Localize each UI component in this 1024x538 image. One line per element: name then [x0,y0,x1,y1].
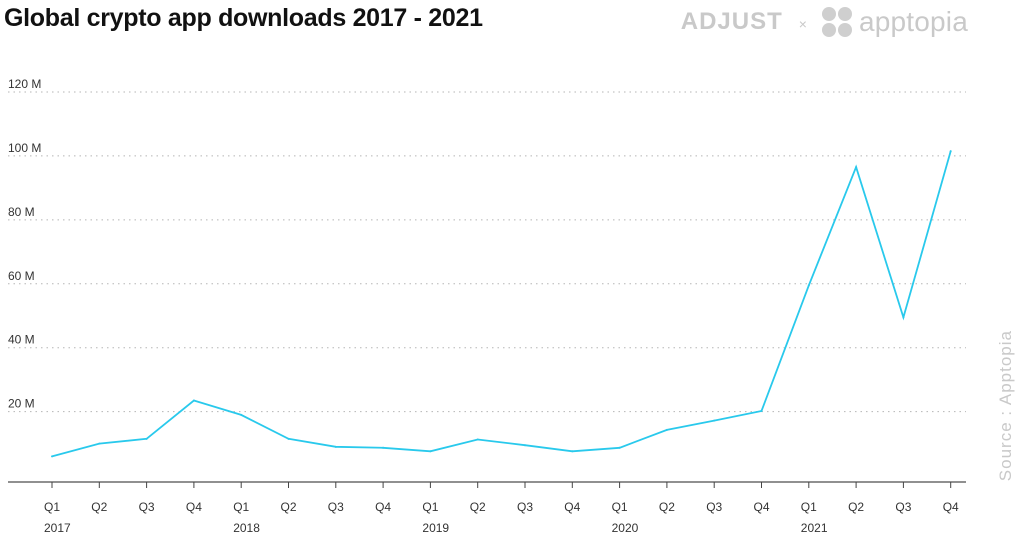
x-tick-label: Q3 [328,500,344,514]
x-tick-label: Q1 [233,500,249,514]
y-tick-label: 40 M [8,333,35,347]
x-tick-label: Q2 [659,500,675,514]
y-tick-label: 100 M [8,141,41,155]
x-tick-label: Q4 [943,500,959,514]
data-point [240,413,243,416]
adjust-logo: ADJUST [680,8,783,35]
x-axis: Q1 Q2 Q3 Q4 Q1 Q2 Q3 Q4 Q1 Q2 Q3 Q4 Q1 Q2 Q3 Q4 Q1 Q2 Q3 Q4… [8,481,966,535]
source-note: Source : Apptopia [996,330,1015,482]
x-tick-label: Q4 [375,500,391,514]
data-point [51,455,53,458]
series-line [51,150,952,458]
data-point [287,437,290,440]
data-point [618,446,621,449]
x-tick-label: Q2 [280,500,296,514]
x-tick-label: Q1 [422,500,438,514]
x-tick-label: Q2 [91,500,107,514]
y-tick-label: 20 M [8,397,35,411]
year-label: 2018 [233,521,260,535]
x-tick-label: Q3 [517,500,533,514]
x-tick-label: Q1 [44,500,60,514]
data-point [334,445,337,448]
x-tick-label: Q3 [895,500,911,514]
data-point [949,150,952,153]
apptopia-logo-icon [821,7,852,37]
series-lines [51,150,952,458]
data-point [571,450,574,453]
x-tick-label: Q2 [470,500,486,514]
data-point [98,442,101,445]
data-point [524,444,526,447]
x-tick-label: Q4 [564,500,580,514]
data-point [713,419,716,422]
year-label: 2021 [801,521,828,535]
y-tick-label: 120 M [8,77,41,91]
data-point [855,166,858,169]
y-axis-ticks: 20 M 40 M 60 M 80 M 100 M 120 M [8,77,41,411]
y-tick-label: 60 M [8,269,35,283]
y-tick-label: 80 M [8,205,35,219]
x-tick-label: Q3 [139,500,155,514]
brand-logos: ADJUST × apptopia [681,6,968,38]
data-point [807,284,810,287]
year-label: 2019 [422,521,449,535]
data-point [902,316,905,319]
chart-title: Global crypto app downloads 2017 - 2021 [4,4,483,32]
data-point [429,450,432,453]
data-point [665,428,668,431]
apptopia-logo: apptopia [858,6,968,37]
x-tick-label: Q1 [801,500,817,514]
brand-separator: × [798,16,807,32]
data-point [145,437,148,440]
x-tick-label: Q4 [186,500,202,514]
x-tick-label: Q1 [612,500,628,514]
year-label: 2020 [612,521,639,535]
x-tick-label: Q4 [753,500,769,514]
x-tick-label: Q2 [848,500,864,514]
gridlines [8,91,966,413]
data-point [476,438,479,441]
year-label: 2017 [44,521,71,535]
x-tick-label: Q3 [706,500,722,514]
data-point [760,410,763,413]
data-point [192,399,195,402]
data-point [382,446,385,449]
